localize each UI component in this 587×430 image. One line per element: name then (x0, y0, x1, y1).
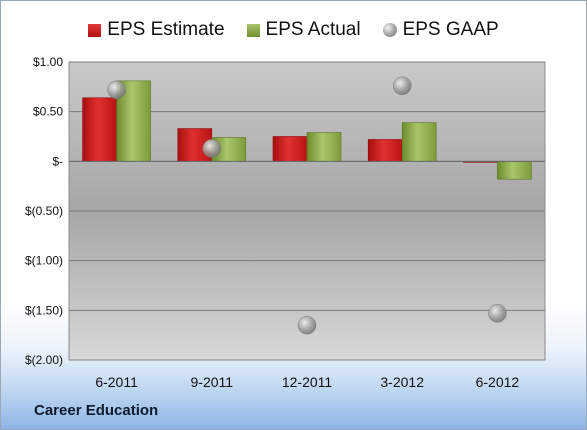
legend-swatch-actual (246, 23, 260, 37)
point-eps-gaap (488, 304, 507, 323)
plot-area: $1.00 $0.50 $- $(0.50) $(1.00) $(1.50) $(2.00)… (25, 55, 546, 390)
legend-item-gaap: EPS GAAP (382, 19, 499, 41)
legend-label-gaap: EPS GAAP (402, 19, 499, 40)
bar-eps-estimate (367, 139, 403, 162)
y-tick-label: $(1.00) (25, 254, 63, 268)
bar-eps-actual (306, 132, 342, 162)
y-tick-label: $1.00 (33, 55, 63, 69)
legend-swatch-gaap (382, 23, 397, 37)
x-tick-label: 9-2011 (191, 374, 234, 390)
bar-eps-actual (497, 161, 532, 180)
point-eps-gaap (107, 80, 126, 100)
company-label: Career Education (34, 402, 159, 419)
bar-eps-actual (401, 122, 437, 162)
point-eps-gaap (202, 139, 222, 158)
x-tick-label: 12-2011 (282, 374, 333, 390)
x-tick-label: 3-2012 (380, 374, 424, 390)
y-tick-label: $(1.50) (25, 303, 63, 317)
x-tick-label: 6-2011 (95, 374, 138, 390)
legend-label-actual: EPS Actual (265, 19, 361, 40)
bar-eps-estimate (82, 97, 117, 162)
legend-item-actual: EPS Actual (246, 19, 361, 41)
point-eps-gaap (392, 76, 412, 96)
x-tick-label: 6-2012 (476, 374, 520, 390)
legend-item-estimate: EPS Estimate (88, 19, 225, 41)
y-tick-label: $0.50 (33, 105, 63, 119)
y-tick-label: $(0.50) (25, 204, 63, 218)
point-eps-gaap (297, 315, 317, 335)
legend-label-estimate: EPS Estimate (107, 19, 225, 40)
y-tick-label: $(2.00) (25, 353, 63, 367)
y-tick-label: $- (52, 154, 63, 168)
bar-eps-estimate (272, 136, 308, 162)
legend-swatch-estimate (88, 23, 102, 37)
legend: EPS Estimate EPS Actual EPS GAAP (1, 15, 586, 45)
